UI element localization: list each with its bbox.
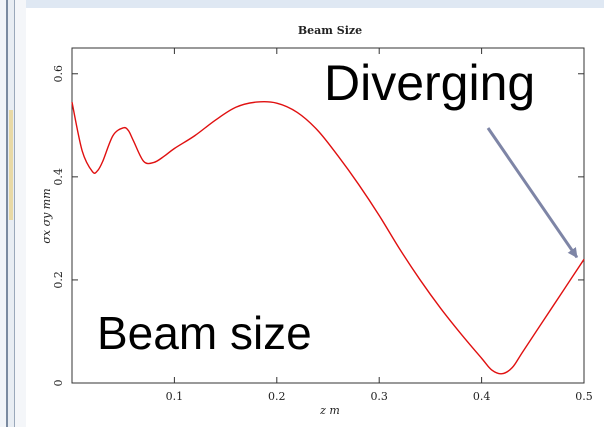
x-axis-ticks: 0.1 0.2 0.3 0.4 0.5 [166,48,593,403]
plot-frame [71,47,585,384]
x-tick-label: 0.2 [268,390,286,403]
y-tick-label: 0 [52,380,65,387]
y-axis-ticks: 0 0.2 0.4 0.6 [52,65,584,387]
chart-title: Beam Size [298,24,362,37]
beam-size-line [71,100,585,375]
x-tick-label: 0.3 [370,390,388,403]
x-axis-label: z m [319,404,340,417]
diverging-arrow [486,127,579,259]
x-tick-label: 0.5 [575,390,593,403]
y-axis-label: σx σy mm [40,188,53,243]
x-tick-label: 0.4 [473,390,491,403]
annotation-diverging: Diverging [324,55,536,111]
x-tick-label: 0.1 [166,390,184,403]
y-tick-label: 0.6 [52,65,65,83]
annotation-beam-size: Beam size [97,307,312,359]
thumbnail-accent [9,110,13,220]
slide-thumbnail-strip [0,0,26,427]
y-tick-label: 0.4 [52,168,65,186]
window-frame-top [0,0,604,8]
y-tick-label: 0.2 [52,271,65,289]
